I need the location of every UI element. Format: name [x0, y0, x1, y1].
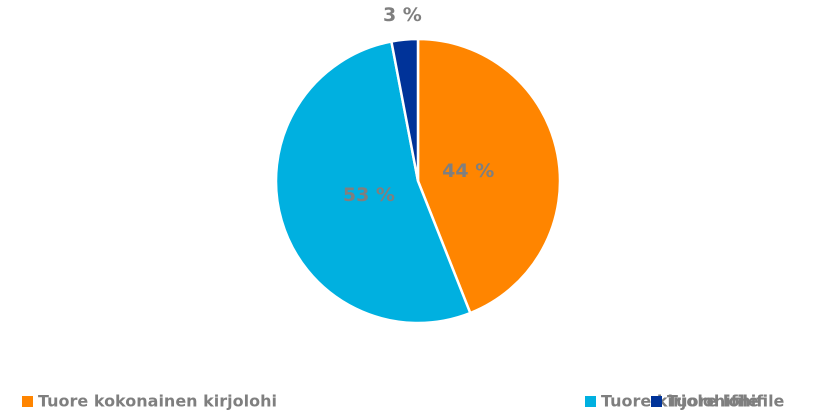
- pie-slice: [416, 37, 562, 315]
- pie-slice: [389, 37, 420, 182]
- legend-marker: [22, 396, 33, 407]
- legend-marker: [585, 396, 596, 407]
- legend-marker: [651, 396, 662, 407]
- legend-label: Tuore kokonainen kirjolohi: [38, 392, 277, 411]
- data-label: 44 %: [442, 160, 494, 182]
- pie-slice: [274, 40, 472, 325]
- data-label: 53 %: [343, 184, 395, 206]
- legend-label: Tuore kirjolohifile: [601, 392, 759, 411]
- data-label: 3 %: [383, 4, 422, 26]
- legend-label: Tuore lohifile: [667, 392, 785, 411]
